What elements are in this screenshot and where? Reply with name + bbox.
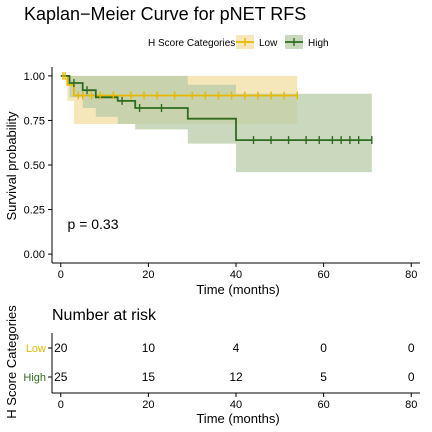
risk-table-title: Number at risk <box>52 307 157 324</box>
x-tick-label: 60 <box>317 269 329 281</box>
plot-axes: 0.00 0.25 0.50 0.75 1.00 0 20 40 60 80 <box>24 67 420 281</box>
km-line-high <box>60 75 372 141</box>
x-tick-label: 40 <box>230 269 242 281</box>
legend: H Score Categories Low High <box>148 35 329 49</box>
risk-count: 25 <box>54 370 68 384</box>
legend-label-low: Low <box>259 38 278 49</box>
y-tick-label: 0.50 <box>24 160 45 172</box>
risk-y-axis-title: H Score Categories <box>4 305 19 419</box>
survival-curves <box>60 75 372 141</box>
legend-label-high: High <box>308 38 329 49</box>
risk-count: 10 <box>142 341 156 355</box>
p-value-annotation: p = 0.33 <box>68 216 119 232</box>
risk-count: 20 <box>54 341 68 355</box>
risk-x-tick-label: 0 <box>58 399 64 411</box>
x-tick-label: 20 <box>142 269 154 281</box>
risk-count: 0 <box>320 341 327 355</box>
x-tick-label: 0 <box>58 269 64 281</box>
risk-count: 4 <box>233 341 240 355</box>
y-axis-title: Survival probability <box>4 111 19 221</box>
confidence-bands <box>60 75 372 173</box>
risk-x-tick-label: 40 <box>230 399 242 411</box>
risk-count: 15 <box>142 370 156 384</box>
legend-title: H Score Categories <box>148 38 235 49</box>
risk-x-tick-label: 80 <box>405 399 417 411</box>
chart-title: Kaplan−Meier Curve for pNET RFS <box>24 4 306 24</box>
y-tick-label: 0.25 <box>24 205 45 217</box>
y-tick-label: 1.00 <box>24 71 45 83</box>
risk-x-tick-label: 60 <box>317 399 329 411</box>
risk-row-label-high: High <box>23 372 46 384</box>
x-axis-title: Time (months) <box>196 282 279 297</box>
risk-row-label-low: Low <box>26 343 46 355</box>
risk-x-axis-title: Time (months) <box>196 411 279 426</box>
risk-count: 12 <box>229 370 243 384</box>
censor-marks <box>62 71 373 145</box>
ci-band-high <box>60 75 372 173</box>
risk-count: 5 <box>320 370 327 384</box>
y-tick-label: 0.00 <box>24 249 45 261</box>
risk-count: 0 <box>408 341 415 355</box>
risk-x-tick-label: 20 <box>142 399 154 411</box>
y-tick-label: 0.75 <box>24 115 45 127</box>
risk-count: 0 <box>408 370 415 384</box>
x-tick-label: 80 <box>405 269 417 281</box>
